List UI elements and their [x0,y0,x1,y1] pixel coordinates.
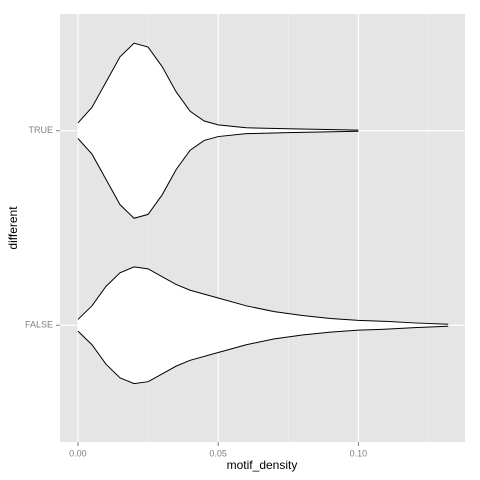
violin-outline [77,266,449,325]
violin-outline [77,42,359,131]
y-axis-title: different [6,206,20,250]
violin-outline [77,130,359,219]
violin-outline [77,325,449,385]
x-tick-label: 0.00 [69,448,87,458]
violin-fill [77,130,359,219]
y-tick-label: TRUE [29,125,54,135]
x-tick-label: 0.10 [350,448,368,458]
violin-fill [77,43,359,131]
x-axis-title: motif_density [227,458,298,472]
y-tick-label: FALSE [25,320,53,330]
x-tick-label: 0.05 [209,448,227,458]
